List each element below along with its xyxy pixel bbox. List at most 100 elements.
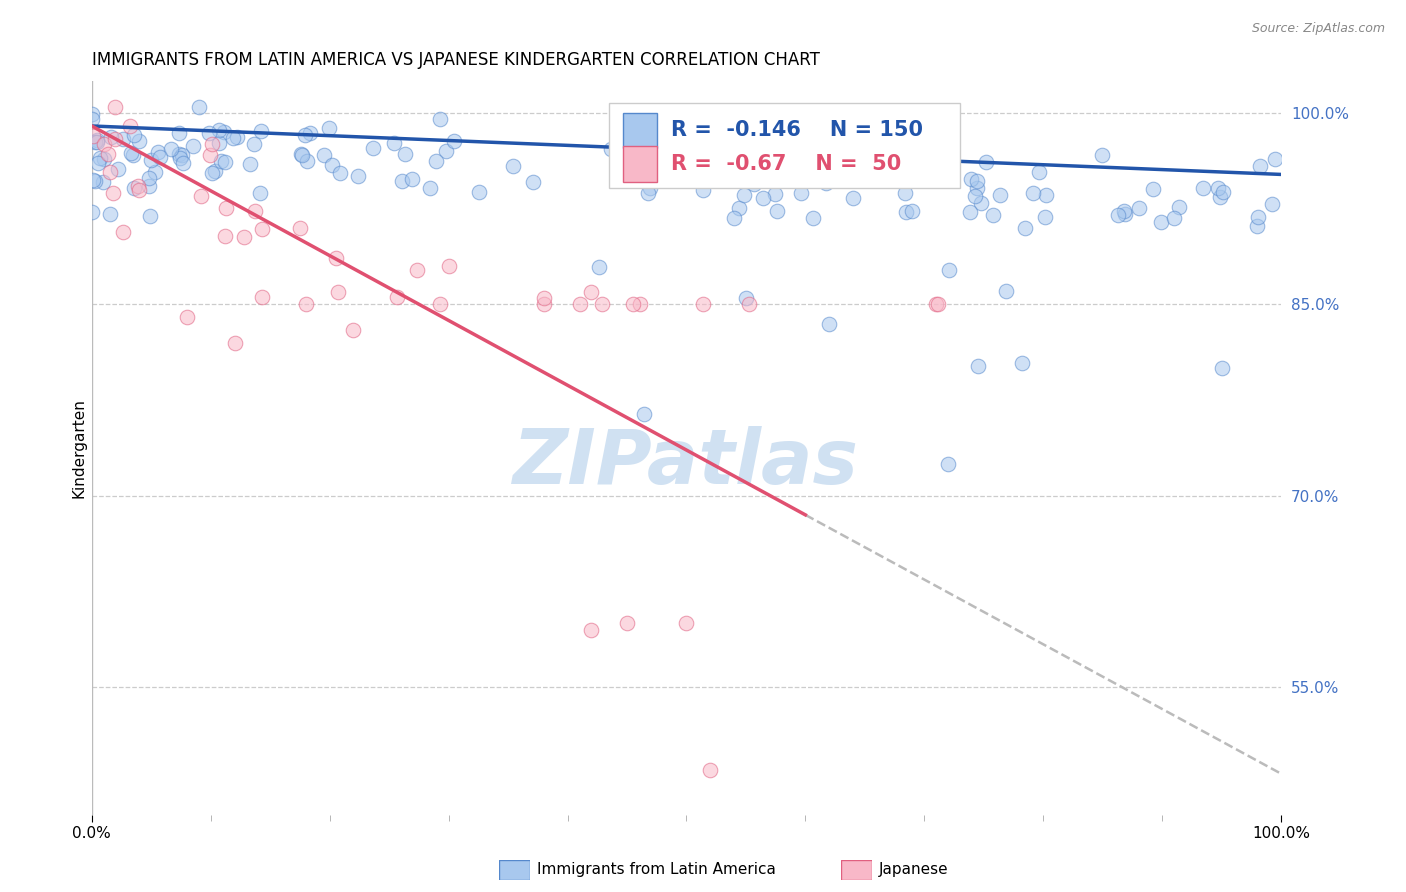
Point [782, 165, 804, 179]
Point [910, 159, 932, 173]
Point [187, 100, 209, 114]
Point [633, 407, 655, 421]
Point [294, 128, 316, 142]
Point [139, 209, 162, 223]
Point [437, 259, 460, 273]
Point [328, 285, 350, 299]
Text: IMMIGRANTS FROM LATIN AMERICA VS JAPANESE KINDERGARTEN CORRELATION CHART: IMMIGRANTS FROM LATIN AMERICA VS JAPANES… [91, 51, 820, 69]
Point [159, 143, 181, 157]
Point [249, 186, 271, 200]
Point [197, 126, 219, 140]
Point [201, 166, 224, 180]
Point [208, 136, 231, 150]
Text: ZIPatlas: ZIPatlas [513, 425, 859, 500]
Point [814, 176, 837, 190]
Point [83, 174, 105, 188]
Point [172, 155, 194, 169]
Text: Immigrants from Latin America: Immigrants from Latin America [537, 863, 776, 877]
Point [846, 172, 869, 186]
Point [1209, 190, 1232, 204]
Point [82, 112, 104, 126]
Point [93, 152, 115, 166]
Point [167, 146, 190, 161]
Point [581, 285, 603, 299]
Point [138, 179, 160, 194]
Point [612, 153, 634, 168]
Point [298, 126, 321, 140]
Point [226, 129, 249, 144]
Point [894, 204, 917, 219]
Point [190, 189, 212, 203]
Point [1114, 203, 1136, 218]
Point [803, 211, 825, 226]
Point [222, 131, 245, 145]
Point [443, 134, 465, 148]
Point [103, 100, 125, 114]
Point [1247, 210, 1270, 224]
Point [742, 177, 765, 191]
Point [138, 171, 160, 186]
Text: R =  -0.146    N = 150: R = -0.146 N = 150 [671, 120, 922, 140]
Point [628, 297, 651, 311]
Point [429, 297, 451, 311]
Point [925, 297, 948, 311]
Text: R =  -0.67    N =  50: R = -0.67 N = 50 [671, 154, 901, 174]
Point [720, 142, 742, 156]
Point [434, 144, 457, 158]
Point [581, 623, 603, 637]
Text: Source: ZipAtlas.com: Source: ZipAtlas.com [1251, 22, 1385, 36]
Point [143, 165, 166, 179]
Point [181, 139, 204, 153]
Point [429, 112, 451, 127]
Point [139, 153, 162, 167]
Point [93, 175, 115, 189]
Point [921, 167, 943, 181]
Point [207, 122, 229, 136]
Point [425, 153, 447, 168]
Point [224, 335, 246, 350]
Point [616, 616, 638, 631]
Point [347, 169, 370, 184]
Point [342, 323, 364, 337]
Point [149, 150, 172, 164]
Point [876, 141, 898, 155]
Point [685, 154, 707, 169]
Point [120, 146, 142, 161]
Point [295, 297, 318, 311]
Point [591, 297, 613, 311]
Point [245, 203, 267, 218]
Point [290, 147, 312, 161]
Point [80, 106, 103, 120]
Point [927, 297, 949, 311]
Point [966, 181, 988, 195]
Point [111, 226, 134, 240]
Point [675, 616, 697, 631]
Point [733, 188, 755, 202]
Point [82, 129, 104, 144]
Point [1246, 219, 1268, 234]
Point [1142, 181, 1164, 195]
Point [419, 181, 441, 195]
Point [215, 201, 238, 215]
Point [112, 132, 135, 146]
Point [842, 191, 865, 205]
Point [86, 135, 108, 149]
Point [84, 136, 107, 150]
Point [82, 205, 104, 219]
Point [214, 228, 236, 243]
Point [766, 203, 789, 218]
Point [898, 156, 921, 170]
Point [382, 136, 405, 150]
Point [728, 201, 751, 215]
Point [1091, 148, 1114, 162]
Point [1206, 181, 1229, 195]
Point [533, 297, 555, 311]
Point [107, 162, 129, 177]
Point [128, 134, 150, 148]
Point [1128, 201, 1150, 215]
Point [405, 262, 427, 277]
Text: Japanese: Japanese [879, 863, 949, 877]
Point [837, 136, 859, 150]
Point [1035, 211, 1057, 225]
Point [127, 178, 149, 193]
